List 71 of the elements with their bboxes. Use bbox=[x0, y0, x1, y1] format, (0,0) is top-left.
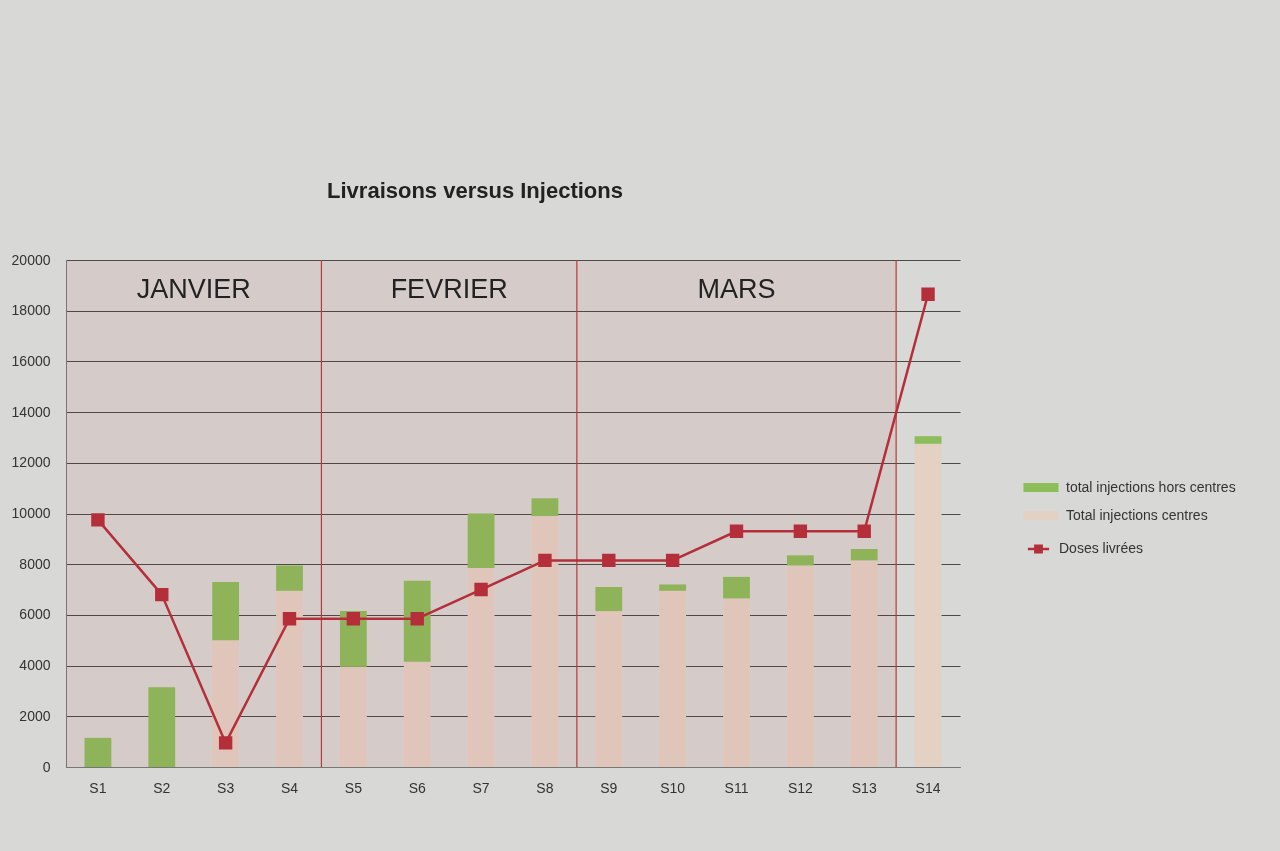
point bbox=[921, 287, 935, 301]
point bbox=[474, 582, 488, 597]
x-tick-label: S4 bbox=[280, 779, 299, 796]
bar bbox=[403, 580, 431, 662]
legend-label: Doses livrées bbox=[1059, 540, 1144, 556]
point bbox=[346, 612, 361, 626]
point bbox=[218, 736, 233, 750]
band-label: JANVIER bbox=[136, 274, 251, 304]
x-tick-label: S12 bbox=[787, 779, 814, 796]
bar bbox=[467, 513, 495, 568]
y-tick-label: 18000 bbox=[11, 302, 51, 319]
bar bbox=[148, 687, 176, 767]
bar bbox=[723, 598, 750, 767]
y-tick-label: 20000 bbox=[11, 251, 51, 268]
bar bbox=[212, 581, 240, 641]
bar bbox=[339, 666, 367, 767]
x-tick-label: S7 bbox=[472, 779, 490, 796]
x-tick-label: S11 bbox=[724, 779, 749, 796]
y-tick-label: 2000 bbox=[19, 707, 51, 724]
point bbox=[602, 553, 616, 568]
x-tick-label: S14 bbox=[915, 779, 941, 796]
bar bbox=[595, 587, 623, 612]
bar bbox=[786, 555, 814, 566]
y-tick-label: 14000 bbox=[11, 403, 51, 420]
point bbox=[410, 612, 424, 626]
bar bbox=[403, 661, 431, 767]
bar bbox=[914, 443, 942, 767]
bar bbox=[723, 576, 750, 599]
y-tick-label: 10000 bbox=[11, 505, 51, 521]
bar bbox=[531, 516, 559, 767]
legend-label: total injections hors centres bbox=[1066, 478, 1236, 495]
y-tick-label: 12000 bbox=[11, 454, 51, 471]
point bbox=[857, 524, 871, 538]
y-tick-label: 0 bbox=[42, 758, 51, 775]
y-tick-label: 4000 bbox=[19, 657, 51, 674]
bar bbox=[659, 590, 687, 767]
x-tick-label: S13 bbox=[851, 779, 877, 796]
x-tick-label: S10 bbox=[660, 779, 686, 796]
point bbox=[538, 553, 552, 568]
y-tick-label: 16000 bbox=[11, 352, 51, 369]
x-tick-label: S1 bbox=[89, 779, 107, 796]
x-tick-label: S3 bbox=[217, 779, 235, 796]
bar bbox=[786, 565, 814, 767]
point bbox=[155, 587, 169, 602]
bar bbox=[595, 611, 623, 767]
point bbox=[793, 524, 808, 538]
bar bbox=[659, 584, 687, 591]
bar bbox=[276, 590, 303, 767]
point bbox=[282, 612, 297, 626]
x-tick-label: S2 bbox=[153, 779, 171, 796]
legend-label: Total injections centres bbox=[1066, 506, 1208, 523]
x-tick-label: S9 bbox=[600, 779, 618, 796]
bar bbox=[850, 560, 878, 767]
x-tick-label: S6 bbox=[408, 779, 426, 796]
point bbox=[91, 513, 105, 527]
bar bbox=[84, 737, 112, 767]
y-tick-label: 8000 bbox=[19, 555, 51, 572]
band-label: MARS bbox=[697, 274, 776, 304]
point bbox=[665, 553, 680, 568]
bar bbox=[212, 640, 240, 767]
bar bbox=[531, 498, 559, 517]
point bbox=[729, 524, 744, 538]
y-tick-label: 6000 bbox=[19, 606, 51, 623]
bar bbox=[914, 436, 942, 444]
bar bbox=[467, 568, 495, 767]
bar bbox=[850, 548, 878, 561]
bar bbox=[276, 565, 303, 591]
x-tick-label: S8 bbox=[536, 779, 554, 796]
band-label: FEVRIER bbox=[390, 274, 508, 304]
x-tick-label: S5 bbox=[344, 779, 363, 796]
chart-title: Livraisons versus Injections bbox=[327, 178, 623, 203]
